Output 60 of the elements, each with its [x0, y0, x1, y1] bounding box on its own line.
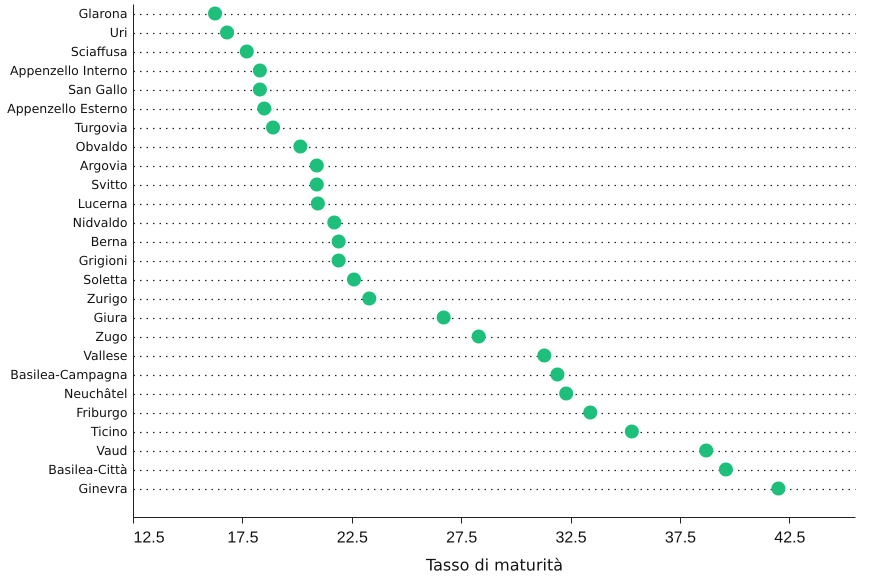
point — [266, 120, 280, 135]
point — [436, 310, 451, 325]
point — [252, 63, 267, 78]
y-tick-label: Basilea-Città — [48, 462, 128, 477]
point — [252, 82, 267, 97]
point — [718, 462, 733, 477]
y-tick-label: Berna — [90, 234, 128, 249]
y-tick-label: Zurigo — [86, 291, 128, 306]
y-tick-label: Uri — [110, 25, 128, 40]
y-tick-label: Obvaldo — [76, 139, 128, 154]
y-tick-label: Sciaffusa — [70, 44, 128, 59]
y-tick-label: Vallese — [83, 348, 128, 363]
point — [220, 25, 234, 40]
x-axis-title: Tasso di maturità — [424, 556, 564, 574]
point — [624, 424, 639, 439]
point — [346, 272, 361, 287]
point — [472, 329, 486, 344]
y-tick-label: Turgovia — [74, 120, 128, 135]
x-tick-label: 17.5 — [227, 530, 259, 546]
point — [699, 443, 714, 458]
y-tick-label: San Gallo — [68, 82, 128, 97]
point — [332, 253, 346, 268]
y-tick-label: Grigioni — [78, 253, 128, 268]
point — [537, 348, 552, 363]
y-tick-label: Vaud — [96, 443, 128, 458]
point — [327, 215, 342, 230]
y-tick-label: Glarona — [78, 6, 128, 21]
y-tick-label: Argovia — [80, 158, 128, 173]
point — [771, 481, 786, 496]
x-tick-label: 37.5 — [664, 530, 696, 546]
point — [310, 177, 324, 192]
y-tick-label: Nidvaldo — [72, 215, 128, 230]
y-tick-label: Lucerna — [78, 196, 128, 211]
point — [583, 405, 598, 420]
y-tick-label: Giura — [94, 310, 128, 325]
y-tick-label: Zugo — [95, 329, 128, 344]
point — [332, 234, 346, 249]
y-tick-label: Ticino — [90, 424, 128, 439]
y-tick-label: Appenzello Interno — [10, 63, 128, 78]
x-tick-label: 22.5 — [336, 530, 368, 546]
point — [550, 367, 564, 382]
point — [293, 139, 308, 154]
x-tick-label: 27.5 — [446, 530, 478, 546]
point — [257, 101, 272, 116]
x-tick-label: 42.5 — [774, 530, 806, 546]
x-tick-label: 12.5 — [134, 530, 165, 546]
y-tick-label: Appenzello Esterno — [7, 101, 128, 116]
y-tick-label: Friburgo — [76, 405, 128, 420]
y-tick-label: Svitto — [91, 177, 128, 192]
x-tick-label: 32.5 — [556, 530, 587, 546]
y-tick-label: Soletta — [83, 272, 128, 287]
point — [240, 44, 254, 59]
point — [310, 158, 324, 173]
point — [362, 291, 376, 306]
y-tick-label: Ginevra — [78, 481, 128, 496]
y-tick-label: Basilea-Campagna — [10, 367, 128, 382]
point — [208, 6, 222, 21]
point — [310, 196, 325, 211]
point — [559, 386, 574, 401]
y-tick-label: Neuchâtel — [64, 386, 128, 401]
